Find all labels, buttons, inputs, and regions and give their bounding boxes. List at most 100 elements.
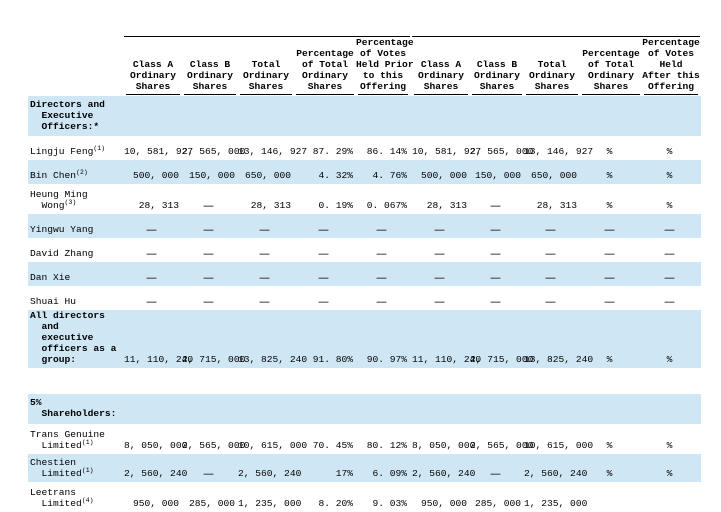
nil-dash: — <box>146 295 157 308</box>
value-cell: % <box>666 170 673 181</box>
value-cell: % <box>666 354 673 365</box>
nil-dash: — <box>259 223 270 236</box>
column-header: Percentage of Total Ordinary Shares <box>296 48 354 92</box>
nil-dash: — <box>318 271 329 284</box>
table-row: Chestien Limited(1) 2, 560, 240 — 2, 560, 2… <box>28 454 701 482</box>
nil-dash: — <box>434 271 445 284</box>
column-rule <box>414 94 468 95</box>
nil-dash: — <box>604 247 615 260</box>
value-cell: % <box>606 440 613 451</box>
nil-dash: — <box>259 295 270 308</box>
holder-name: Leetrans Limited(4) <box>30 487 94 509</box>
footnote-ref: (1) <box>81 466 94 474</box>
value-cell: 2, 560, 240 <box>412 468 476 479</box>
nil-dash: — <box>490 271 501 284</box>
nil-dash: — <box>434 223 445 236</box>
value-cell: % <box>666 440 673 451</box>
holder-name: Bin Chen(2) <box>30 168 88 181</box>
table-row: David Zhang — — — — — — — — — — <box>28 238 701 262</box>
value-cell: 650, 000 <box>530 170 577 181</box>
value-cell: 150, 000 <box>188 170 235 181</box>
value-cell: 87. 29% <box>312 146 353 157</box>
column-header: Percentage of Votes Held After this Offering <box>642 37 700 92</box>
column-header: Percentage of Votes Held Prior to this Offer… <box>356 37 414 92</box>
value-cell: % <box>606 170 613 181</box>
table-row: Leetrans Limited(4) 950, 000 285, 000 1, 23… <box>28 482 701 512</box>
group-rule <box>124 36 410 37</box>
value-cell: 500, 000 <box>132 170 179 181</box>
value-cell: 13, 825, 240 <box>524 354 594 365</box>
column-rule <box>126 94 180 95</box>
value-cell: 8, 050, 000 <box>412 440 476 451</box>
footnote-ref: (1) <box>81 438 94 446</box>
value-cell: 2, 560, 240 <box>524 468 588 479</box>
value-cell: 28, 313 <box>250 200 291 211</box>
column-header: Class A Ordinary Shares <box>129 59 177 92</box>
value-cell: 8. 20% <box>318 498 353 509</box>
column-header: Class B Ordinary Shares <box>473 59 521 92</box>
value-cell: 2, 565, 000 <box>470 440 534 451</box>
value-cell: 86. 14% <box>366 146 407 157</box>
nil-dash: — <box>604 223 615 236</box>
nil-dash: — <box>376 223 387 236</box>
nil-dash: — <box>604 271 615 284</box>
holder-name: Heung Ming Wong(3) <box>30 189 88 211</box>
value-cell: 28, 313 <box>536 200 577 211</box>
nil-dash: — <box>604 295 615 308</box>
nil-dash: — <box>664 271 675 284</box>
holder-name: Dan Xie <box>30 272 71 283</box>
nil-dash: — <box>664 247 675 260</box>
value-cell: 10, 581, 927 <box>412 146 482 157</box>
value-cell: % <box>606 146 613 157</box>
column-rule <box>582 94 640 95</box>
nil-dash: — <box>203 467 214 480</box>
value-cell: 285, 000 <box>188 498 235 509</box>
value-cell: 10, 615, 000 <box>238 440 308 451</box>
value-cell: 2, 565, 000 <box>182 146 246 157</box>
nil-dash: — <box>203 247 214 260</box>
nil-dash: — <box>203 223 214 236</box>
holder-name: All directors and executive officers as … <box>30 310 117 365</box>
column-header: Total Ordinary Shares <box>528 59 576 92</box>
nil-dash: — <box>545 295 556 308</box>
value-cell: 13, 146, 927 <box>238 146 308 157</box>
column-header: Class A Ordinary Shares <box>417 59 465 92</box>
column-rule <box>296 94 354 95</box>
value-cell: % <box>606 354 613 365</box>
value-cell: 2, 715, 000 <box>182 354 246 365</box>
value-cell: 1, 235, 000 <box>238 498 302 509</box>
section-label: 5% Shareholders: <box>30 397 117 419</box>
value-cell: 90. 97% <box>366 354 407 365</box>
nil-dash: — <box>259 247 270 260</box>
nil-dash: — <box>376 247 387 260</box>
value-cell: 2, 715, 000 <box>470 354 534 365</box>
nil-dash: — <box>664 295 675 308</box>
holder-name: Chestien Limited(1) <box>30 457 94 479</box>
table-row: Dan Xie — — — — — — — — — — <box>28 262 701 286</box>
nil-dash: — <box>490 295 501 308</box>
footnote-ref: (1) <box>93 144 106 152</box>
value-cell: 4. 76% <box>372 170 407 181</box>
nil-dash: — <box>434 295 445 308</box>
holder-name: Trans Genuine Limited(1) <box>30 429 105 451</box>
value-cell: 150, 000 <box>474 170 521 181</box>
holder-name: David Zhang <box>30 248 94 259</box>
value-cell: 8, 050, 000 <box>124 440 188 451</box>
nil-dash: — <box>259 271 270 284</box>
nil-dash: — <box>490 247 501 260</box>
value-cell: 13, 825, 240 <box>238 354 308 365</box>
value-cell: 0. 19% <box>318 200 353 211</box>
column-header: Percentage of Total Ordinary Shares <box>582 48 640 92</box>
value-cell: 10, 581, 927 <box>124 146 194 157</box>
value-cell: % <box>606 468 613 479</box>
value-cell: 17% <box>335 468 353 479</box>
value-cell: 28, 313 <box>426 200 467 211</box>
nil-dash: — <box>545 223 556 236</box>
column-rule <box>358 94 408 95</box>
value-cell: 91. 80% <box>312 354 353 365</box>
column-header: Class B Ordinary Shares <box>186 59 234 92</box>
column-rule <box>240 94 292 95</box>
nil-dash: — <box>490 467 501 480</box>
nil-dash: — <box>545 247 556 260</box>
nil-dash: — <box>376 295 387 308</box>
